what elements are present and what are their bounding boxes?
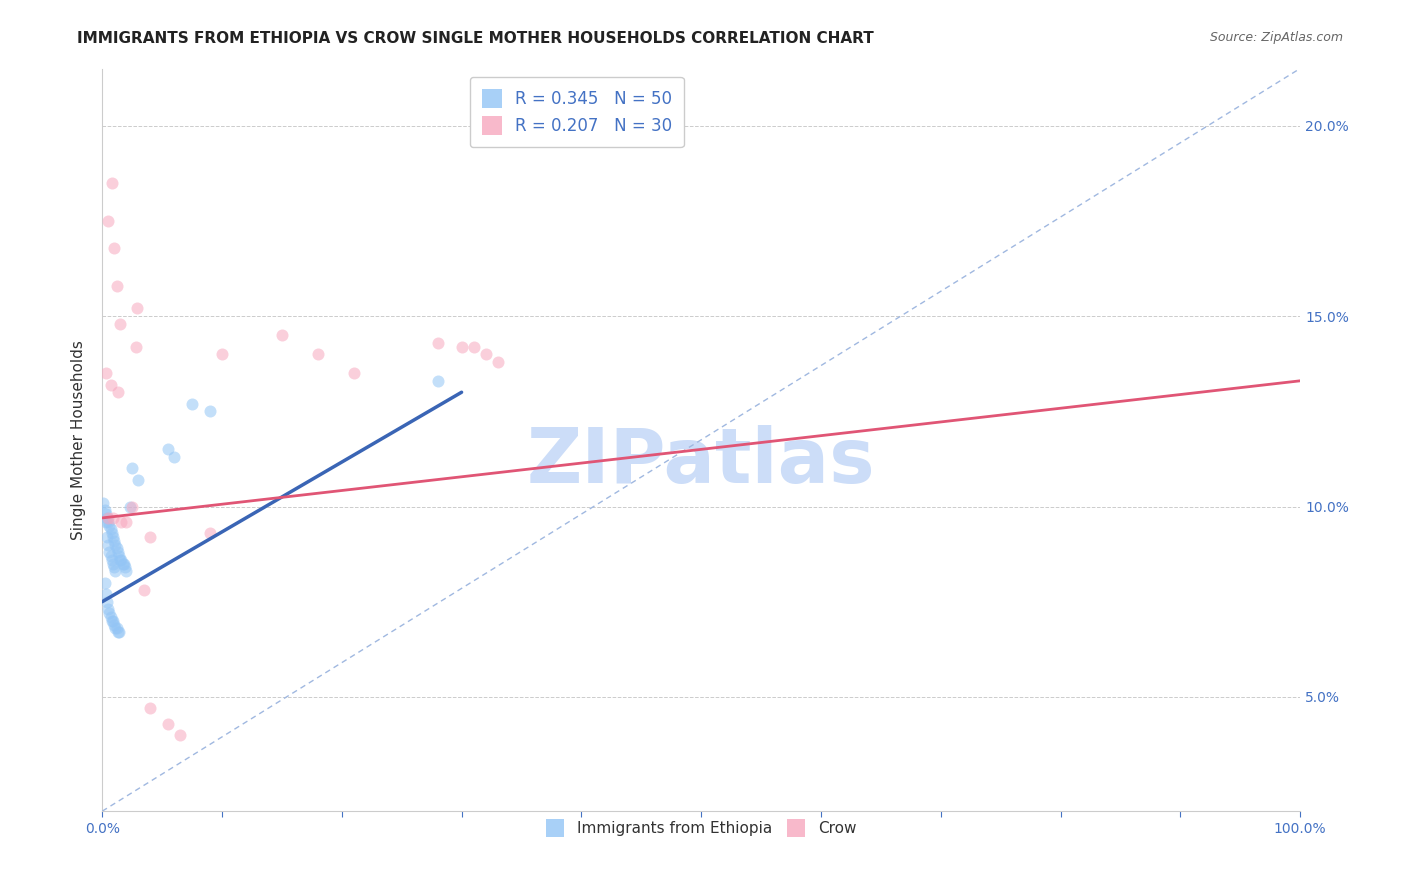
Point (94, 587, 117, 601)
Point (108, 549, 131, 563)
Point (115, 515, 138, 529)
Point (426, 374, 449, 388)
Point (110, 515, 132, 529)
Point (97, 602, 120, 616)
Point (98, 518, 121, 533)
Point (157, 716, 180, 731)
Y-axis label: Single Mother Households: Single Mother Households (72, 340, 86, 540)
Point (121, 461, 143, 475)
Point (118, 500, 141, 514)
Point (97, 538, 120, 552)
Point (96, 595, 118, 609)
Point (486, 355, 509, 369)
Text: IMMIGRANTS FROM ETHIOPIA VS CROW SINGLE MOTHER HOUSEHOLDS CORRELATION CHART: IMMIGRANTS FROM ETHIOPIA VS CROW SINGLE … (77, 31, 875, 46)
Point (100, 522, 122, 536)
Point (100, 610, 122, 624)
Point (98, 545, 121, 559)
Point (94, 366, 117, 380)
Point (104, 564, 127, 578)
Point (103, 617, 125, 632)
Point (108, 625, 131, 640)
Point (474, 347, 496, 361)
Point (211, 347, 233, 361)
Text: Source: ZipAtlas.com: Source: ZipAtlas.com (1209, 31, 1343, 45)
Point (103, 533, 125, 548)
Point (198, 526, 221, 541)
Point (93, 503, 115, 517)
Point (107, 625, 129, 640)
Point (101, 530, 124, 544)
Point (463, 340, 485, 354)
Point (97, 515, 120, 529)
Point (98, 606, 121, 620)
Point (101, 511, 124, 525)
Point (107, 545, 129, 559)
Point (101, 557, 124, 571)
Point (105, 621, 128, 635)
Point (450, 340, 472, 354)
Point (97, 214, 120, 228)
Point (111, 557, 134, 571)
Point (105, 541, 128, 556)
Point (169, 728, 191, 742)
Point (101, 553, 124, 567)
Point (134, 583, 156, 598)
Point (157, 442, 180, 457)
Point (104, 621, 127, 635)
Point (426, 335, 449, 350)
Point (108, 553, 131, 567)
Point (115, 564, 138, 578)
Point (121, 500, 143, 514)
Point (97, 511, 120, 525)
Point (125, 301, 148, 316)
Point (343, 366, 366, 380)
Point (96, 530, 118, 544)
Point (114, 560, 136, 574)
Point (139, 530, 162, 544)
Point (163, 450, 186, 464)
Point (93, 575, 115, 590)
Point (112, 557, 135, 571)
Point (108, 317, 131, 331)
Point (307, 347, 329, 361)
Point (139, 701, 162, 715)
Point (100, 377, 122, 392)
Legend: Immigrants from Ethiopia, Crow: Immigrants from Ethiopia, Crow (538, 812, 863, 845)
Point (107, 385, 129, 400)
Point (94, 507, 117, 521)
Point (105, 278, 128, 293)
Point (270, 328, 292, 343)
Point (198, 404, 221, 418)
Point (101, 614, 124, 628)
Point (181, 397, 204, 411)
Point (103, 560, 125, 574)
Point (94, 515, 117, 529)
Point (103, 240, 125, 254)
Point (110, 553, 132, 567)
Point (101, 176, 124, 190)
Point (96, 511, 118, 525)
Point (127, 473, 149, 487)
Point (100, 549, 122, 563)
Point (101, 614, 124, 628)
Point (93, 496, 115, 510)
Point (101, 526, 124, 541)
Point (125, 340, 148, 354)
Text: ZIPatlas: ZIPatlas (527, 425, 876, 500)
Point (104, 538, 127, 552)
